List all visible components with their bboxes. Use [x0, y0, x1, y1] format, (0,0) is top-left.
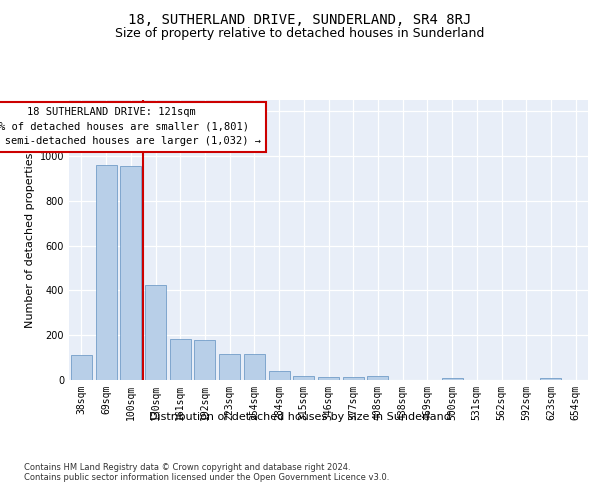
- Bar: [219, 354, 240, 380]
- Text: 18 SUTHERLAND DRIVE: 121sqm
← 64% of detached houses are smaller (1,801)
36% of : 18 SUTHERLAND DRIVE: 121sqm ← 64% of det…: [0, 106, 261, 146]
- Bar: [442, 378, 463, 380]
- Text: Contains HM Land Registry data © Crown copyright and database right 2024.
Contai: Contains HM Land Registry data © Crown c…: [24, 462, 389, 482]
- Bar: [367, 376, 388, 380]
- Bar: [194, 340, 215, 380]
- Bar: [318, 376, 339, 380]
- Text: Size of property relative to detached houses in Sunderland: Size of property relative to detached ho…: [115, 28, 485, 40]
- Y-axis label: Number of detached properties: Number of detached properties: [25, 152, 35, 328]
- Bar: [343, 376, 364, 380]
- Bar: [269, 371, 290, 380]
- Bar: [244, 354, 265, 380]
- Bar: [95, 165, 116, 380]
- Bar: [120, 166, 141, 380]
- Bar: [541, 378, 562, 380]
- Bar: [145, 285, 166, 380]
- Bar: [170, 338, 191, 380]
- Text: Distribution of detached houses by size in Sunderland: Distribution of detached houses by size …: [149, 412, 451, 422]
- Bar: [71, 356, 92, 380]
- Bar: [293, 376, 314, 380]
- Text: 18, SUTHERLAND DRIVE, SUNDERLAND, SR4 8RJ: 18, SUTHERLAND DRIVE, SUNDERLAND, SR4 8R…: [128, 12, 472, 26]
